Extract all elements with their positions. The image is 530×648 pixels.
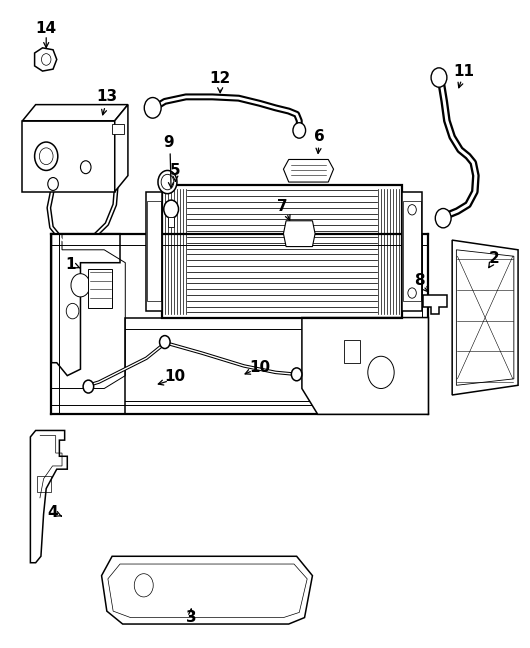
Polygon shape bbox=[51, 234, 120, 376]
Bar bbox=[37, 476, 51, 492]
Bar bbox=[162, 185, 402, 318]
Circle shape bbox=[408, 205, 416, 215]
Circle shape bbox=[161, 174, 174, 190]
Bar bbox=[403, 202, 421, 301]
Circle shape bbox=[164, 200, 179, 218]
Bar bbox=[168, 217, 174, 227]
Polygon shape bbox=[284, 159, 333, 182]
Circle shape bbox=[293, 122, 306, 138]
Bar bbox=[125, 318, 428, 414]
Text: 12: 12 bbox=[209, 71, 231, 86]
Circle shape bbox=[71, 273, 90, 297]
Circle shape bbox=[160, 336, 170, 349]
Bar bbox=[22, 121, 114, 192]
Text: 11: 11 bbox=[454, 64, 475, 78]
Polygon shape bbox=[452, 240, 518, 395]
Circle shape bbox=[48, 178, 58, 191]
Text: 5: 5 bbox=[170, 163, 181, 178]
Polygon shape bbox=[112, 124, 124, 133]
Circle shape bbox=[41, 54, 51, 65]
Text: 4: 4 bbox=[48, 505, 58, 520]
Circle shape bbox=[292, 368, 302, 381]
Circle shape bbox=[66, 303, 79, 319]
Text: 3: 3 bbox=[186, 610, 197, 625]
Text: 7: 7 bbox=[277, 199, 288, 214]
Text: 10: 10 bbox=[165, 369, 186, 384]
Circle shape bbox=[39, 148, 53, 165]
Bar bbox=[402, 192, 422, 311]
Polygon shape bbox=[114, 104, 128, 192]
Circle shape bbox=[81, 161, 91, 174]
Text: 2: 2 bbox=[489, 251, 500, 266]
Text: 14: 14 bbox=[36, 21, 57, 36]
Circle shape bbox=[34, 142, 58, 170]
Circle shape bbox=[431, 68, 447, 87]
Bar bbox=[89, 269, 112, 308]
Text: 10: 10 bbox=[249, 360, 270, 375]
Circle shape bbox=[435, 209, 451, 228]
Polygon shape bbox=[302, 318, 428, 414]
Circle shape bbox=[144, 98, 161, 118]
Polygon shape bbox=[102, 556, 313, 624]
Polygon shape bbox=[30, 430, 67, 562]
Circle shape bbox=[408, 288, 416, 298]
Polygon shape bbox=[284, 221, 315, 247]
Polygon shape bbox=[22, 104, 128, 121]
Text: 6: 6 bbox=[314, 130, 325, 145]
Text: 8: 8 bbox=[414, 273, 425, 288]
Circle shape bbox=[83, 380, 94, 393]
Bar bbox=[344, 340, 360, 363]
Text: 1: 1 bbox=[66, 257, 76, 272]
Text: 13: 13 bbox=[96, 89, 118, 104]
Text: 9: 9 bbox=[164, 135, 174, 150]
Circle shape bbox=[368, 356, 394, 389]
Bar bbox=[147, 202, 161, 301]
Polygon shape bbox=[34, 48, 57, 71]
Circle shape bbox=[158, 170, 177, 194]
Bar bbox=[146, 192, 162, 311]
Polygon shape bbox=[423, 295, 447, 314]
